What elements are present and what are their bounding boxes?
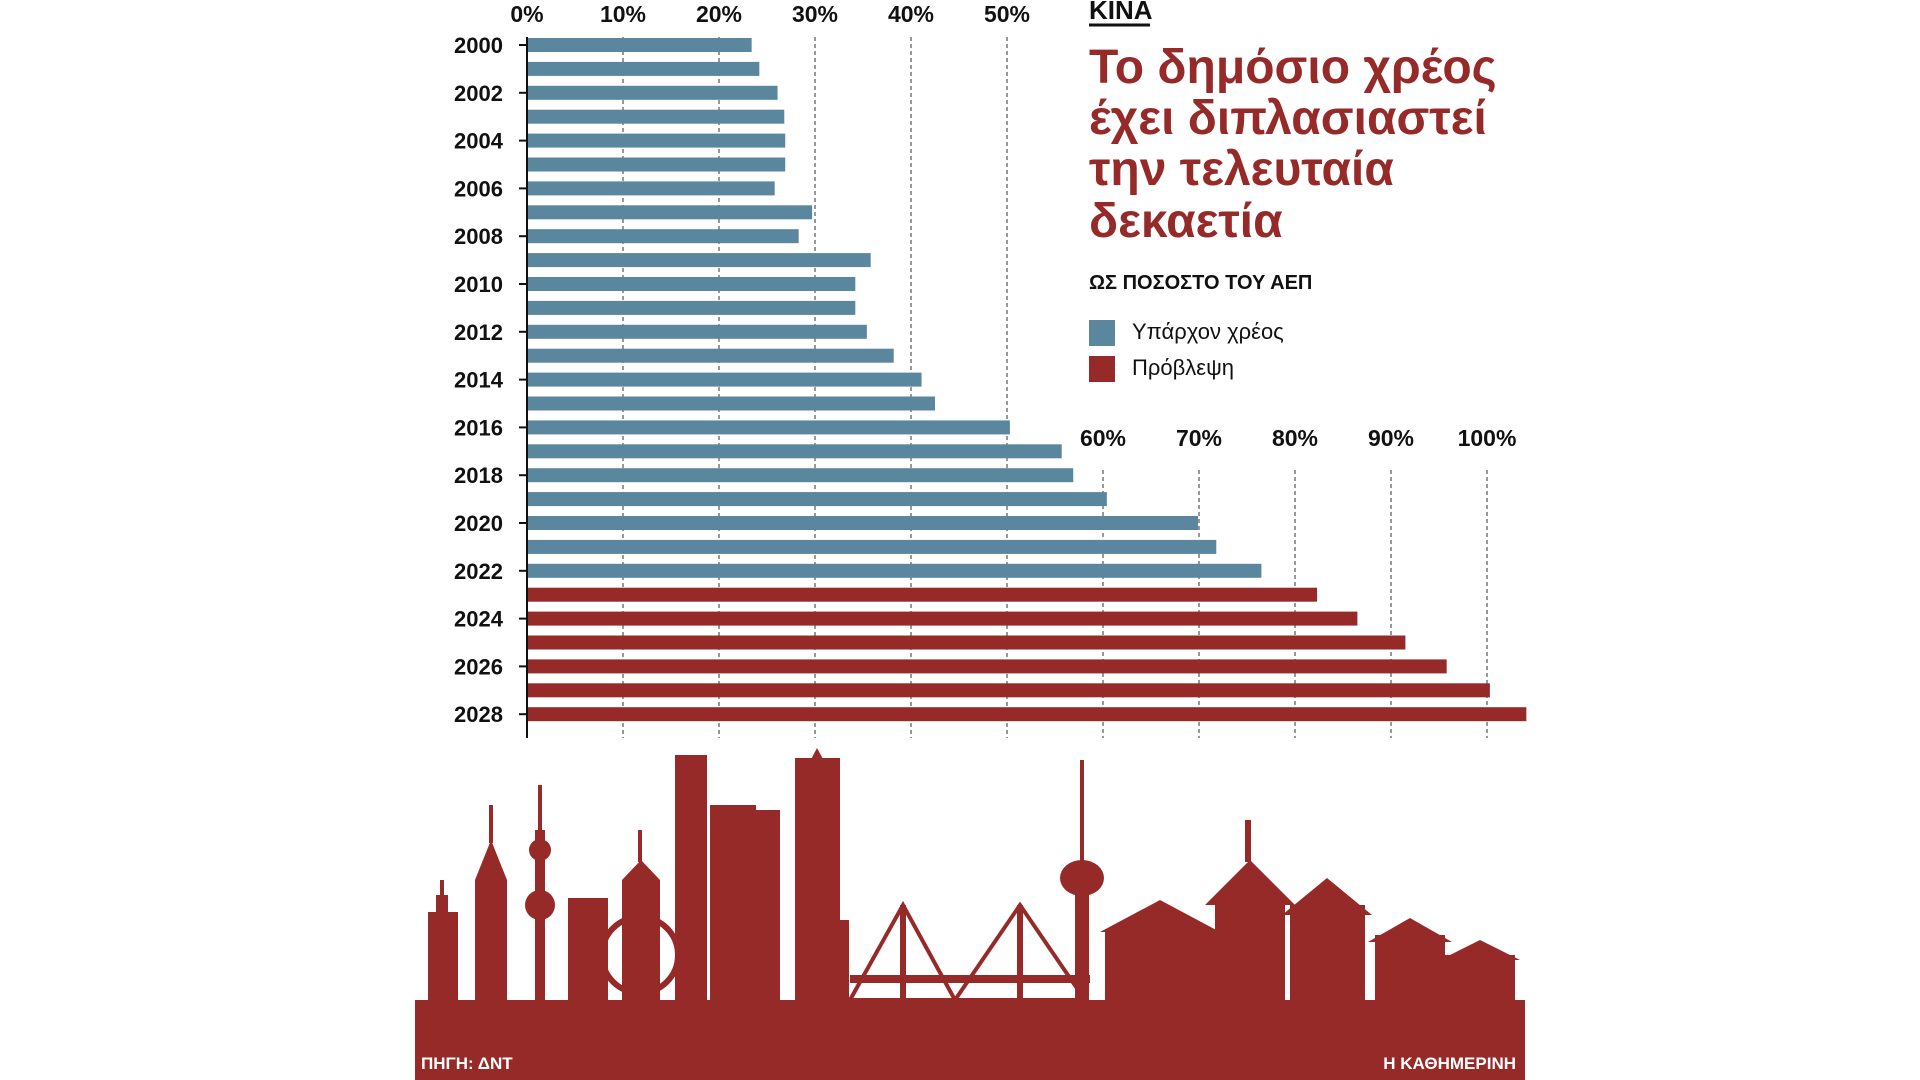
title-line-1: Το δημόσιο χρέος	[1089, 41, 1497, 94]
year-label: 2008	[454, 224, 503, 249]
bar-2001	[527, 61, 760, 76]
bar-2025	[527, 635, 1406, 650]
x-tick-label: 90%	[1368, 425, 1414, 451]
year-label: 2020	[454, 511, 503, 536]
publisher-label: Η ΚΑΘΗΜΕΡΙΝΗ	[1383, 1054, 1516, 1073]
bar-2012	[527, 324, 867, 339]
bar-2028	[527, 707, 1527, 722]
chart-year-labels: 2000 2002 2004 2006 2008 2010 2012 2014 2016 2018…	[454, 33, 527, 727]
legend-label-forecast: Πρόβλεψη	[1132, 355, 1234, 380]
bar-2009	[527, 253, 871, 268]
bar-2021	[527, 539, 1217, 554]
bar-2007	[527, 205, 813, 220]
x-tick-label: 50%	[984, 1, 1030, 27]
year-label: 2002	[454, 81, 503, 106]
year-label: 2016	[454, 415, 503, 440]
bar-2014	[527, 372, 922, 387]
x-tick-label: 70%	[1176, 425, 1222, 451]
bar-2019	[527, 492, 1107, 507]
bar-2010	[527, 277, 856, 291]
bar-2002	[527, 85, 778, 100]
x-tick-label: 10%	[600, 1, 646, 27]
x-tick-label: 100%	[1458, 425, 1517, 451]
x-tick-label: 20%	[696, 1, 742, 27]
year-label: 2006	[454, 176, 503, 201]
x-tick-label: 30%	[792, 1, 838, 27]
title-line-3: την τελευταία	[1089, 143, 1394, 196]
bar-2020	[527, 516, 1199, 530]
bar-2022	[527, 563, 1262, 578]
bar-2008	[527, 229, 799, 244]
bar-2015	[527, 396, 935, 411]
city-skyline-illustration	[415, 748, 1525, 1080]
bar-2005	[527, 157, 786, 172]
year-label: 2018	[454, 463, 503, 488]
legend-swatch-forecast	[1089, 356, 1115, 382]
title-line-4: δεκαετία	[1089, 195, 1283, 248]
bar-2018	[527, 468, 1074, 483]
bar-2004	[527, 133, 786, 148]
year-label: 2022	[454, 559, 503, 584]
bar-2003	[527, 109, 785, 124]
bar-2026	[527, 659, 1447, 674]
x-tick-label: 40%	[888, 1, 934, 27]
year-label: 2024	[454, 607, 504, 632]
bar-2000	[527, 38, 752, 52]
year-label: 2026	[454, 654, 503, 679]
bar-2024	[527, 611, 1358, 626]
bar-2017	[527, 444, 1062, 459]
bar-2023	[527, 587, 1318, 602]
chart-x-tick-labels: 0% 10% 20% 30% 40% 50% 60% 70% 80% 90% 100%	[510, 1, 1516, 451]
x-tick-label: 60%	[1080, 425, 1126, 451]
year-label: 2012	[454, 320, 503, 345]
legend-swatch-existing	[1089, 320, 1115, 346]
bar-2016	[527, 420, 1010, 435]
bar-2006	[527, 181, 775, 196]
chart-bars	[527, 38, 1527, 722]
bar-2011	[527, 300, 856, 315]
year-label: 2004	[454, 129, 504, 154]
bar-2027	[527, 683, 1490, 698]
kicker-label: ΚΙΝΑ	[1089, 0, 1153, 25]
legend-label-existing: Υπάρχον χρέος	[1132, 319, 1284, 344]
x-tick-label: 80%	[1272, 425, 1318, 451]
title-line-2: έχει διπλασιαστεί	[1089, 92, 1487, 145]
year-label: 2014	[454, 368, 504, 393]
year-label: 2010	[454, 272, 503, 297]
year-label: 2000	[454, 33, 503, 58]
subtitle: ΩΣ ΠΟΣΟΣΤΟ ΤΟΥ ΑΕΠ	[1089, 272, 1312, 294]
source-label: ΠΗΓΗ: ΔΝΤ	[421, 1054, 513, 1073]
x-tick-label: 0%	[510, 1, 543, 27]
year-label: 2028	[454, 702, 503, 727]
bar-2013	[527, 348, 894, 363]
